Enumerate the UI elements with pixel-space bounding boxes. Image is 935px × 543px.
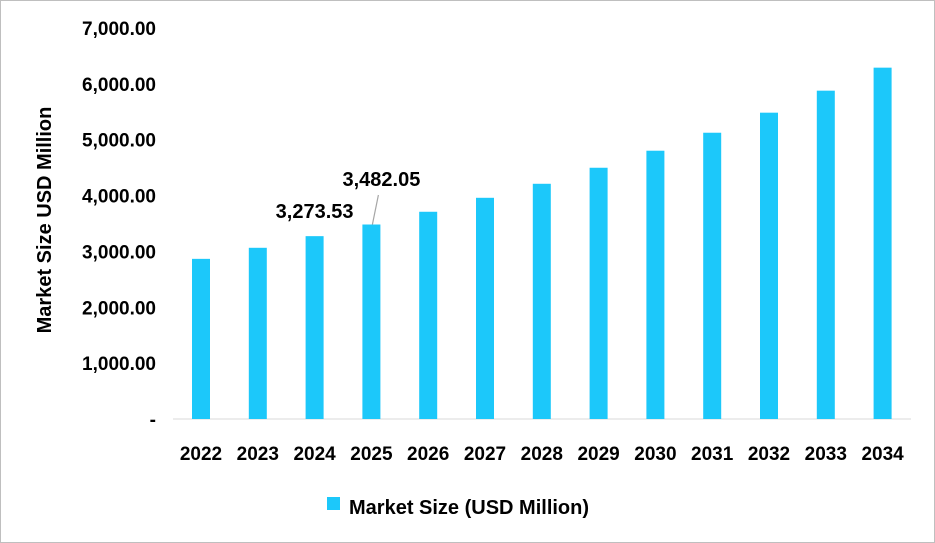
y-tick-label: - bbox=[150, 410, 156, 431]
legend-label: Market Size (USD Million) bbox=[349, 497, 589, 519]
bar-2031 bbox=[703, 132, 722, 419]
x-tick-label: 2029 bbox=[577, 444, 619, 465]
y-axis-label: Market Size USD Million bbox=[34, 107, 56, 334]
y-tick-label: 5,000.00 bbox=[82, 131, 156, 152]
bar-2026 bbox=[419, 211, 438, 419]
bar-2030 bbox=[646, 150, 665, 419]
y-tick-label: 7,000.00 bbox=[82, 19, 156, 40]
x-tick-label: 2031 bbox=[691, 444, 734, 465]
x-tick-label: 2023 bbox=[237, 444, 279, 465]
x-tick-label: 2025 bbox=[350, 444, 393, 465]
bar-2027 bbox=[476, 197, 494, 419]
bar-2033 bbox=[816, 90, 835, 419]
bar-2025 bbox=[362, 224, 381, 419]
x-tick-label: 2030 bbox=[634, 444, 676, 465]
x-tick-label: 2034 bbox=[861, 444, 904, 465]
legend-swatch bbox=[327, 497, 340, 510]
x-tick-label: 2024 bbox=[293, 444, 336, 465]
bar-2029 bbox=[589, 167, 608, 419]
y-tick-label: 2,000.00 bbox=[82, 298, 156, 319]
data-label-leader bbox=[371, 194, 379, 225]
x-tick-label: 2032 bbox=[748, 444, 790, 465]
data-label: 3,482.05 bbox=[342, 169, 420, 191]
y-tick-label: 1,000.00 bbox=[82, 354, 156, 375]
bar-2034 bbox=[873, 67, 892, 419]
bar-2024 bbox=[305, 236, 324, 419]
data-label: 3,273.53 bbox=[276, 201, 354, 223]
x-tick-label: 2022 bbox=[180, 444, 222, 465]
bar-2022 bbox=[192, 258, 210, 419]
legend: Market Size (USD Million) bbox=[327, 497, 589, 519]
y-tick-label: 6,000.00 bbox=[82, 75, 156, 96]
bar-2023 bbox=[248, 247, 267, 419]
x-tick-label: 2028 bbox=[521, 444, 563, 465]
bar-2028 bbox=[532, 183, 551, 419]
y-tick-label: 3,000.00 bbox=[82, 242, 156, 263]
x-tick-label: 2026 bbox=[407, 444, 449, 465]
bar-2032 bbox=[760, 112, 778, 419]
y-tick-label: 4,000.00 bbox=[82, 187, 156, 208]
x-tick-label: 2027 bbox=[464, 444, 506, 465]
x-tick-label: 2033 bbox=[805, 444, 847, 465]
